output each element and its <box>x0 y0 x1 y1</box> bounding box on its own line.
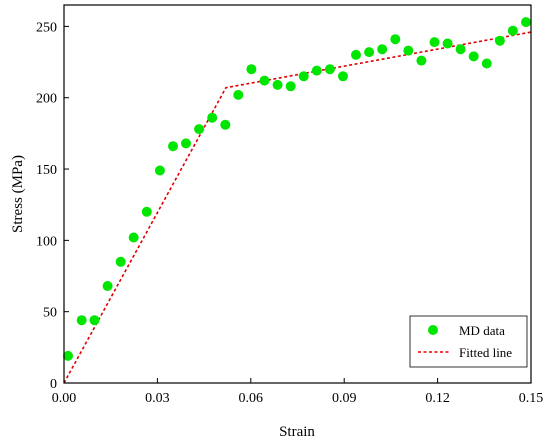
md-data-point <box>102 281 113 291</box>
md-data-point <box>259 75 270 86</box>
md-data-point <box>168 141 178 152</box>
md-data-point <box>233 89 244 100</box>
y-tick-label: 150 <box>36 163 57 178</box>
y-tick-label: 50 <box>43 306 57 321</box>
legend-label-md-data: MD data <box>459 323 505 338</box>
md-data-point <box>298 71 309 82</box>
md-data-point <box>181 138 191 149</box>
md-data-point <box>220 119 231 130</box>
y-tick-label: 250 <box>36 20 57 35</box>
md-data-point <box>154 165 165 176</box>
y-tick-label: 0 <box>50 377 57 392</box>
md-data-point <box>390 34 401 45</box>
md-data-point <box>63 350 73 361</box>
y-tick-label: 200 <box>36 92 57 107</box>
x-tick-label: 0.06 <box>239 391 264 406</box>
md-data-point <box>507 25 518 36</box>
md-data-point <box>338 71 348 82</box>
x-axis-title: Strain <box>279 424 315 440</box>
md-data-point <box>416 55 427 66</box>
md-data-point <box>194 124 205 135</box>
md-data-point <box>521 17 531 28</box>
md-data-point <box>89 315 100 326</box>
legend-box <box>409 315 528 368</box>
md-data-point <box>377 44 388 55</box>
md-data-point <box>351 49 361 60</box>
md-data-point <box>455 44 466 55</box>
md-data-point <box>494 35 505 46</box>
md-data-point <box>429 37 440 48</box>
md-data-point <box>468 51 479 62</box>
x-tick-label: 0.09 <box>332 391 357 406</box>
md-data-point <box>272 79 283 90</box>
y-tick-label: 100 <box>36 234 57 249</box>
md-data-point <box>364 47 375 58</box>
md-data-point <box>442 38 453 49</box>
ticks-layer: 0.00 0.03 0.06 0.09 0.12 0.15 0 50 100 150 200 250 <box>36 20 543 406</box>
x-tick-label: 0.03 <box>145 391 170 406</box>
series-layer <box>63 17 532 384</box>
y-axis-title: Stress (MPa) <box>10 155 26 233</box>
x-tick-label: 0.15 <box>519 391 544 406</box>
md-data-point <box>311 65 322 76</box>
plot-frame <box>63 4 532 384</box>
md-data-point <box>115 256 126 267</box>
md-data-point <box>481 58 492 69</box>
md-data-point <box>141 206 152 217</box>
x-tick-label: 0.00 <box>52 391 77 406</box>
legend: MD data Fitted line <box>409 315 528 368</box>
md-data-point <box>246 64 257 75</box>
x-tick-label: 0.12 <box>425 391 450 406</box>
md-data-point <box>324 64 335 75</box>
md-data-point <box>128 232 139 243</box>
md-data-point <box>76 315 87 326</box>
legend-label-fitted-line: Fitted line <box>459 345 512 360</box>
md-data-point <box>207 112 218 123</box>
legend-marker-md-data <box>428 325 438 335</box>
md-data-point <box>285 81 296 92</box>
fitted-line <box>63 31 532 384</box>
md-data-point <box>403 45 414 56</box>
